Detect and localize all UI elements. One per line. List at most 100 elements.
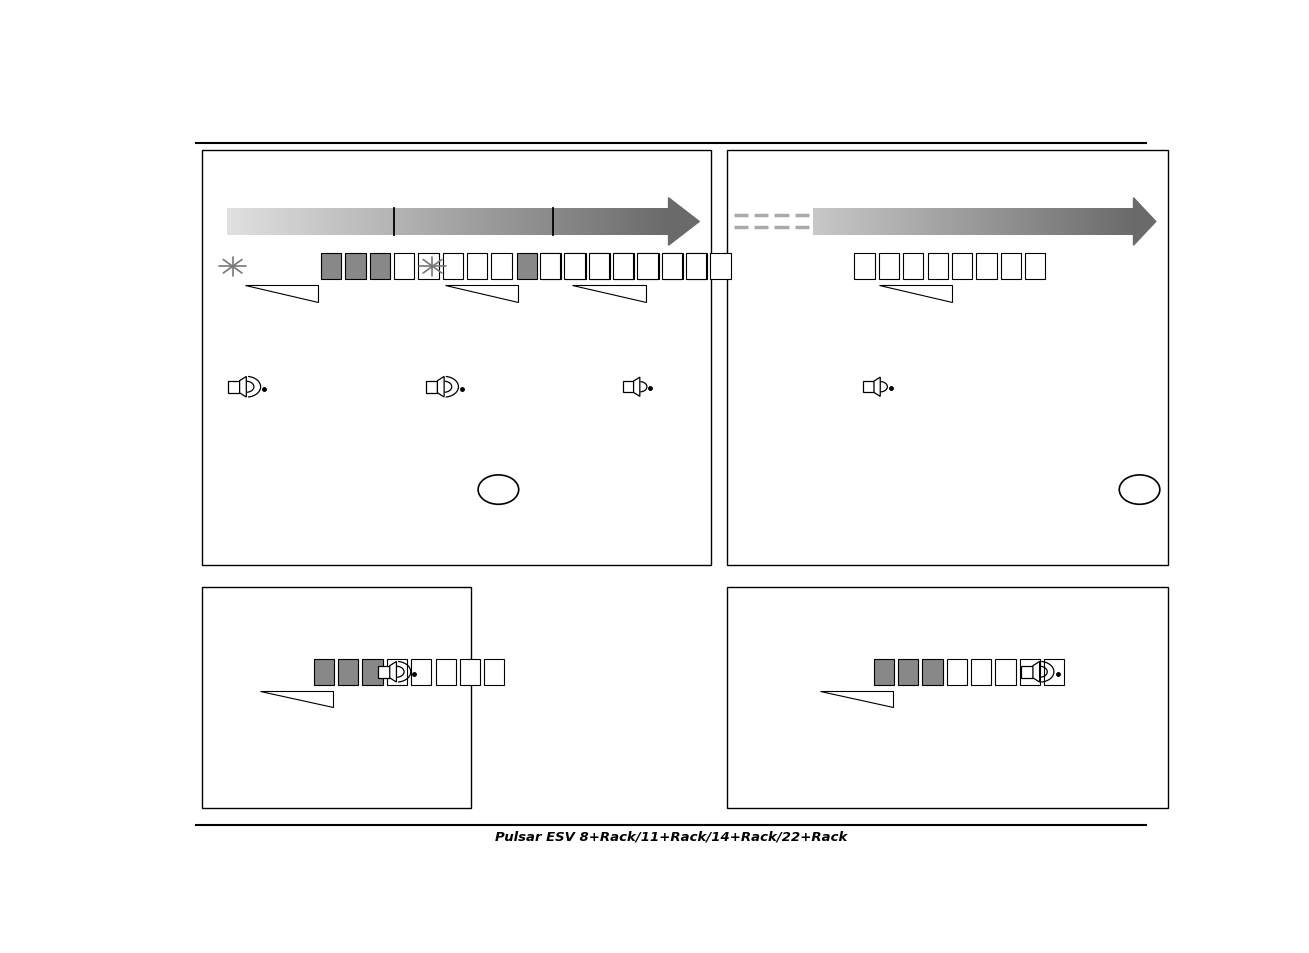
Bar <box>325 209 327 236</box>
Bar <box>245 209 246 236</box>
Bar <box>270 209 272 236</box>
Bar <box>1016 209 1018 236</box>
Bar <box>839 209 842 236</box>
Bar <box>816 209 818 236</box>
Bar <box>603 209 606 236</box>
Bar <box>1042 209 1043 236</box>
Bar <box>423 209 425 236</box>
Bar <box>898 659 919 685</box>
Bar <box>507 209 509 236</box>
Bar <box>932 209 935 236</box>
Bar <box>637 209 640 236</box>
Bar <box>533 209 535 236</box>
Bar <box>322 209 325 236</box>
Bar <box>863 209 865 236</box>
Bar <box>293 209 296 236</box>
Bar <box>1037 209 1038 236</box>
Bar <box>276 209 279 236</box>
Bar <box>868 209 869 236</box>
Bar <box>1001 209 1003 236</box>
Bar <box>1017 209 1020 236</box>
Bar <box>300 209 302 236</box>
Bar <box>911 209 914 236</box>
Bar <box>444 209 445 236</box>
Bar <box>346 209 348 236</box>
Bar <box>364 209 367 236</box>
Bar <box>1024 209 1025 236</box>
Bar <box>1055 209 1058 236</box>
Bar <box>658 209 661 236</box>
Bar <box>873 209 874 236</box>
Bar <box>1045 659 1064 685</box>
Bar <box>618 209 620 236</box>
Bar <box>531 209 534 236</box>
Polygon shape <box>572 286 645 302</box>
Bar <box>495 209 497 236</box>
Bar <box>580 209 583 236</box>
Bar <box>1012 209 1013 236</box>
Bar <box>668 209 670 236</box>
Bar <box>639 253 658 280</box>
Bar <box>526 209 528 236</box>
Bar <box>827 209 829 236</box>
Bar <box>601 209 603 236</box>
Bar <box>1084 209 1086 236</box>
Bar <box>880 209 882 236</box>
Bar <box>965 209 967 236</box>
Bar <box>931 209 932 236</box>
Bar <box>521 209 524 236</box>
Bar <box>1031 209 1033 236</box>
Bar <box>662 209 665 236</box>
Bar <box>874 209 876 236</box>
Bar <box>411 209 414 236</box>
Bar <box>908 209 910 236</box>
Bar <box>843 209 844 236</box>
Bar <box>1047 209 1049 236</box>
Bar <box>973 209 975 236</box>
Bar <box>380 209 382 236</box>
Bar <box>475 209 478 236</box>
Bar <box>425 209 428 236</box>
Bar <box>394 209 397 236</box>
Bar <box>1056 209 1059 236</box>
Bar <box>342 209 344 236</box>
Bar <box>305 209 308 236</box>
Bar <box>622 209 624 236</box>
Bar <box>903 209 905 236</box>
Bar <box>440 209 442 236</box>
Bar <box>1003 209 1005 236</box>
Bar <box>386 209 389 236</box>
Bar <box>835 209 838 236</box>
Bar <box>381 209 384 236</box>
Bar <box>863 382 874 393</box>
Bar <box>997 209 1000 236</box>
Bar <box>233 209 234 236</box>
Bar <box>412 209 415 236</box>
Bar <box>577 209 580 236</box>
Bar <box>726 588 1168 808</box>
Bar <box>609 209 610 236</box>
Bar <box>370 209 373 236</box>
Bar <box>648 209 651 236</box>
Bar <box>237 209 240 236</box>
Bar <box>1066 209 1067 236</box>
Bar <box>296 209 298 236</box>
Bar <box>878 253 899 280</box>
Bar <box>541 253 562 280</box>
Bar <box>367 209 369 236</box>
Bar <box>402 209 404 236</box>
Bar <box>999 209 1001 236</box>
Bar <box>448 209 450 236</box>
Bar <box>1092 209 1094 236</box>
Bar <box>851 209 852 236</box>
Bar <box>1089 209 1092 236</box>
Bar <box>949 209 950 236</box>
Bar <box>600 209 602 236</box>
Bar <box>263 209 266 236</box>
Bar <box>1077 209 1080 236</box>
Bar <box>436 659 456 685</box>
Bar <box>617 209 619 236</box>
Bar <box>452 209 454 236</box>
Bar <box>310 209 313 236</box>
Bar <box>441 209 444 236</box>
